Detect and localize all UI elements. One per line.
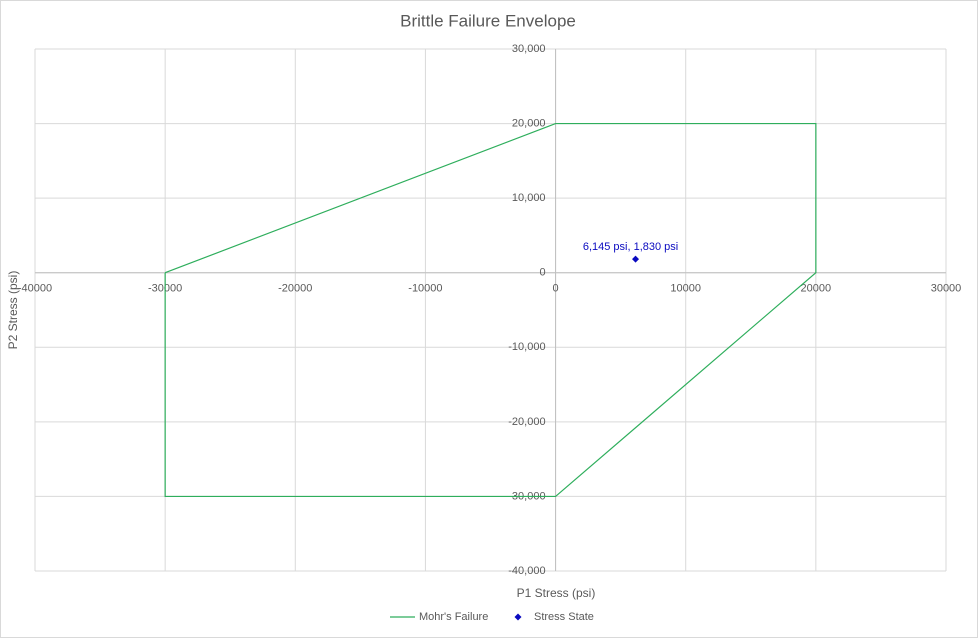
- legend-label: Stress State: [534, 611, 594, 623]
- data-label: 6,145 psi, 1,830 psi: [583, 241, 678, 253]
- y-tick-label: -10,000: [508, 341, 545, 353]
- x-tick-label: -10000: [408, 283, 442, 295]
- legend-marker: [514, 613, 522, 621]
- y-tick-label: 0: [539, 267, 545, 279]
- y-tick-label: 20,000: [512, 117, 546, 129]
- legend-label: Mohr's Failure: [419, 611, 488, 623]
- x-tick-label: -40000: [18, 283, 52, 295]
- chart-title: Brittle Failure Envelope: [400, 11, 576, 30]
- y-tick-label: 30,000: [512, 43, 546, 55]
- y-axis-title: P2 Stress (psi): [6, 271, 20, 350]
- point: [632, 255, 640, 263]
- y-tick-label: 10,000: [512, 192, 546, 204]
- x-tick-label: 30000: [931, 283, 962, 295]
- y-tick-label: -20,000: [508, 416, 545, 428]
- x-axis-title: P1 Stress (psi): [517, 586, 596, 600]
- x-tick-label: 20000: [801, 283, 832, 295]
- line: [164, 122, 817, 498]
- x-tick-label: 10000: [670, 283, 701, 295]
- y-tick-label: -40,000: [508, 565, 545, 577]
- x-tick-label: 0: [553, 283, 559, 295]
- x-tick-label: -20000: [278, 283, 312, 295]
